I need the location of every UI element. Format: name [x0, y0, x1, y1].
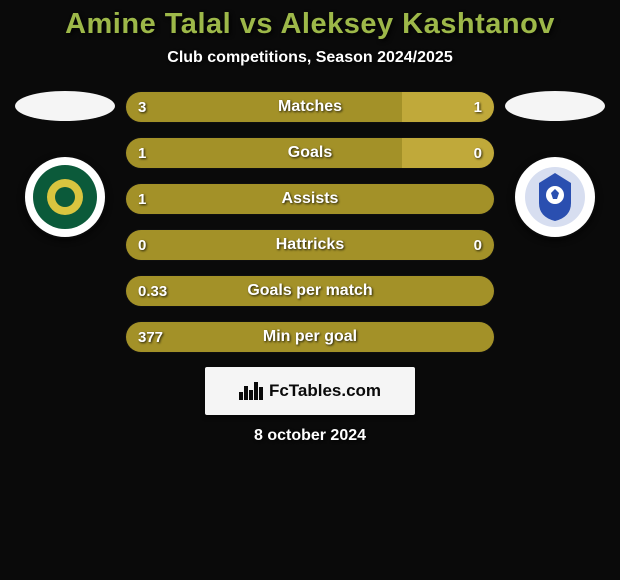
bar-left-fill — [126, 138, 402, 168]
stat-bar: Assists1 — [125, 183, 495, 215]
stat-bar: Goals per match0.33 — [125, 275, 495, 307]
fctables-watermark: FcTables.com — [205, 367, 415, 415]
bar-right-fill — [402, 92, 494, 122]
page-subtitle: Club competitions, Season 2024/2025 — [0, 49, 620, 67]
watermark-text: FcTables.com — [269, 381, 381, 401]
shield-icon — [513, 155, 597, 239]
bar-left-fill — [126, 322, 494, 352]
shield-icon — [23, 155, 107, 239]
left-player-silhouette — [15, 91, 115, 121]
bar-left-fill — [126, 230, 494, 260]
left-side-column — [15, 91, 115, 239]
left-club-badge — [23, 155, 107, 239]
infographic-container: Amine Talal vs Aleksey Kashtanov Club co… — [0, 0, 620, 445]
stat-bar: Matches31 — [125, 91, 495, 123]
stat-bar: Hattricks00 — [125, 229, 495, 261]
bar-right-fill — [402, 138, 494, 168]
right-player-silhouette — [505, 91, 605, 121]
date-label: 8 october 2024 — [0, 427, 620, 445]
bar-left-fill — [126, 92, 402, 122]
stat-bar: Min per goal377 — [125, 321, 495, 353]
stat-bar: Goals10 — [125, 137, 495, 169]
bar-chart-icon — [239, 382, 263, 400]
page-title: Amine Talal vs Aleksey Kashtanov — [0, 8, 620, 41]
main-row: Matches31 Goals10 Assists1 Hattricks00 Goals… — [0, 91, 620, 353]
bar-left-fill — [126, 276, 494, 306]
right-side-column — [505, 91, 605, 239]
bar-left-fill — [126, 184, 494, 214]
right-club-badge — [513, 155, 597, 239]
comparison-bars: Matches31 Goals10 Assists1 Hattricks00 Goals… — [125, 91, 495, 353]
